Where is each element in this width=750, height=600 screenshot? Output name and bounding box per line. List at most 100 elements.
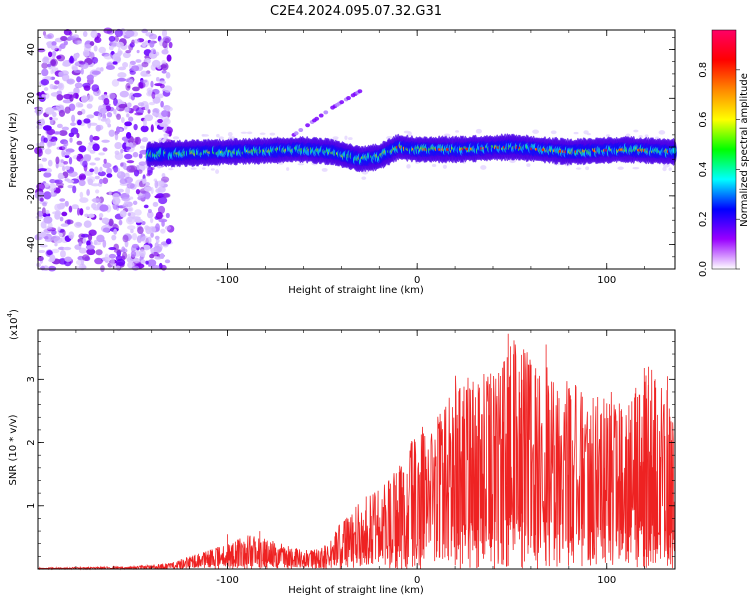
heatmap-noise-cell (142, 178, 146, 185)
heatmap-noise-cell (407, 131, 412, 137)
heatmap-noise-cell (38, 249, 46, 254)
heatmap-noise-cell (129, 70, 136, 75)
heatmap-xtick-label: 100 (597, 275, 616, 286)
snr-series-line (38, 333, 675, 571)
heatmap-noise-cell (113, 108, 117, 115)
heatmap-noise-cell (168, 168, 174, 171)
heatmap-noise-cell (127, 225, 136, 230)
heatmap-noise-cell (144, 191, 151, 200)
heatmap-ytick-label: 20 (26, 92, 37, 105)
heatmap-noise-cell (105, 117, 111, 125)
heatmap-noise-cell (127, 206, 134, 212)
heatmap-noise-cell (160, 228, 166, 234)
heatmap-noise-cell (91, 84, 100, 92)
heatmap-ytick-label: -40 (26, 236, 37, 252)
heatmap-trace-cell (298, 128, 304, 133)
heatmap-noise-cell (128, 116, 134, 122)
heatmap-noise-cell (99, 204, 109, 212)
heatmap-noise-cell (125, 131, 132, 139)
heatmap-noise-cell (154, 83, 163, 87)
heatmap-noise-cell (74, 265, 84, 270)
heatmap-noise-cell (113, 97, 118, 107)
heatmap-noise-cell (39, 244, 48, 248)
heatmap-noise-cell (215, 169, 220, 174)
heatmap-noise-cell (95, 124, 101, 132)
heatmap-noise-cell (120, 116, 125, 123)
heatmap-noise-cell (442, 164, 447, 169)
heatmap-noise-cell (136, 49, 140, 54)
heatmap-noise-cell (139, 249, 146, 258)
heatmap-noise-cell (259, 132, 266, 135)
heatmap-noise-cell (54, 203, 62, 212)
heatmap-noise-cell (151, 59, 161, 68)
heatmap-noise-cell (108, 253, 117, 259)
heatmap-noise-cell (132, 151, 139, 158)
heatmap-noise-cell (98, 178, 104, 185)
heatmap-noise-cell (132, 200, 138, 206)
colorbar-frame (711, 29, 737, 270)
heatmap-noise-cell (91, 56, 99, 64)
heatmap-noise-cell (134, 218, 143, 223)
heatmap-noise-cell (190, 167, 197, 170)
heatmap-noise-cell (99, 217, 103, 221)
heatmap-noise-cell (526, 163, 531, 167)
heatmap-noise-cell (135, 188, 141, 195)
heatmap-noise-cloud (34, 27, 674, 273)
heatmap-noise-cell (43, 92, 50, 99)
heatmap-trace-cell (339, 100, 345, 105)
heatmap-noise-cell (88, 122, 98, 126)
colorbar-tick-label: 0.8 (698, 62, 709, 78)
heatmap-noise-cell (68, 57, 75, 64)
heatmap-noise-cell (150, 80, 154, 88)
colorbar-tick-label: 0.0 (698, 261, 709, 277)
heatmap-noise-cell (152, 96, 161, 104)
heatmap-noise-cell (147, 166, 154, 174)
heatmap-noise-cell (89, 134, 94, 143)
heatmap-noise-cell (76, 132, 80, 139)
heatmap-noise-cell (142, 73, 152, 77)
heatmap-noise-cell (585, 166, 590, 171)
heatmap-noise-cell (62, 61, 71, 67)
heatmap-noise-cell (43, 87, 49, 91)
heatmap-noise-cell (117, 66, 127, 71)
heatmap-noise-cell (114, 152, 124, 160)
heatmap-noise-cell (147, 236, 152, 245)
heatmap-noise-cell (112, 61, 118, 65)
heatmap-noise-cell (102, 147, 108, 152)
snr-ticks: -100 0 100 1 2 3 (26, 330, 675, 586)
heatmap-noise-cell (131, 243, 139, 249)
heatmap-noise-cell (269, 132, 276, 136)
heatmap-noise-cell (63, 93, 73, 100)
heatmap-noise-cell (644, 134, 649, 138)
heatmap-ytick-label: 0 (26, 144, 37, 150)
heatmap-noise-cell (155, 223, 160, 232)
heatmap-noise-cell (50, 45, 58, 51)
heatmap-noise-cell (406, 164, 411, 169)
heatmap-noise-cell (125, 186, 131, 195)
heatmap-noise-cell (51, 248, 60, 254)
heatmap-xtick-label: -100 (216, 275, 239, 286)
heatmap-noise-cell (68, 157, 73, 165)
heatmap-noise-cell (443, 133, 451, 137)
heatmap-noise-cell (103, 27, 113, 34)
heatmap-noise-cell (127, 212, 131, 217)
heatmap-noise-cell (98, 213, 104, 218)
heatmap-noise-cell (165, 238, 172, 245)
heatmap-noise-cell (123, 125, 128, 130)
heatmap-noise-cell (40, 265, 45, 271)
heatmap-noise-cell (146, 173, 151, 177)
heatmap-trace-cell (318, 113, 324, 118)
heatmap-noise-cell (40, 78, 50, 86)
heatmap-noise-cell (126, 160, 135, 164)
heatmap-noise-cell (41, 94, 45, 98)
heatmap-noise-cell (86, 248, 96, 256)
heatmap-noise-cell (102, 177, 109, 184)
heatmap-noise-cell (148, 101, 156, 106)
heatmap-noise-cell (124, 153, 133, 160)
heatmap-noise-cell (49, 254, 56, 263)
heatmap-noise-cell (201, 167, 206, 170)
heatmap-noise-cell (42, 125, 52, 131)
heatmap-noise-cell (122, 234, 129, 243)
heatmap-ytick-label: -20 (26, 188, 37, 204)
heatmap-noise-cell (124, 106, 130, 113)
